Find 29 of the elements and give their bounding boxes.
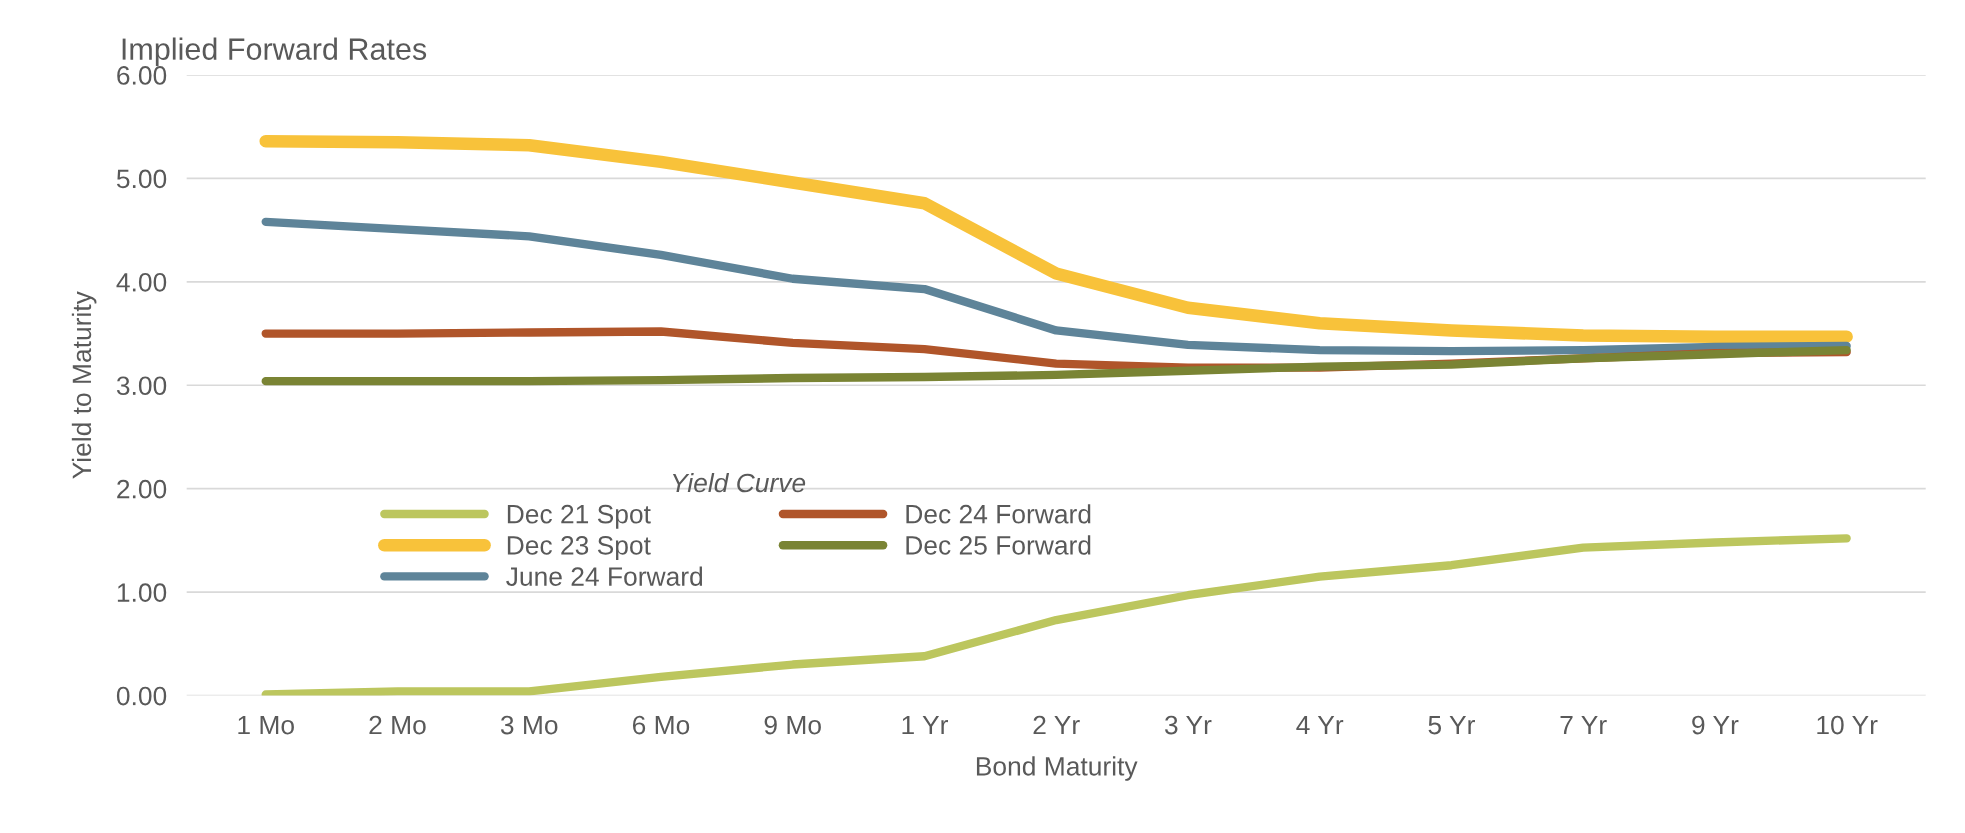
x-axis-title: Bond Maturity: [976, 756, 1138, 781]
x-tick-label: 1 Mo: [238, 715, 294, 735]
x-tick-label: 1 Yr: [902, 715, 948, 735]
y-tick-label: 5.00: [116, 169, 167, 189]
legend-label: Dec 21 Spot: [507, 504, 651, 529]
y-tick-label: 1.00: [117, 583, 167, 602]
x-tick-label: 4 Yr: [1296, 715, 1344, 735]
legend-label: Dec 25 Forward: [906, 535, 1091, 555]
x-tick-label: 9 Yr: [1692, 715, 1739, 735]
legend-label: Dec 24 Forward: [906, 504, 1091, 524]
x-tick-label: 3 Mo: [500, 715, 558, 735]
x-tick-label: 2 Yr: [1033, 715, 1080, 735]
y-tick-label: 0.00: [116, 686, 167, 706]
y-tick-label: 6.00: [117, 66, 167, 85]
legend-label: Dec 23 Spot: [507, 536, 651, 560]
legend-label: June 24 Forward: [506, 566, 703, 586]
y-tick-label: 3.00: [116, 376, 167, 396]
y-axis-title: Yield to Maturity: [71, 291, 97, 479]
y-tick-label: 4.00: [116, 272, 167, 292]
x-tick-label: 10 Yr: [1817, 715, 1878, 735]
x-tick-label: 5 Yr: [1428, 715, 1475, 735]
x-tick-label: 9 Mo: [764, 715, 821, 735]
x-tick-label: 6 Mo: [632, 715, 690, 735]
y-tick-label: 2.00: [117, 479, 167, 499]
chart-title: Implied Forward Rates: [122, 37, 427, 66]
x-tick-label: 2 Mo: [369, 715, 426, 735]
x-tick-label: 7 Yr: [1560, 715, 1607, 735]
legend-title: Yield Curve: [672, 472, 806, 493]
x-tick-label: 3 Yr: [1164, 715, 1212, 735]
